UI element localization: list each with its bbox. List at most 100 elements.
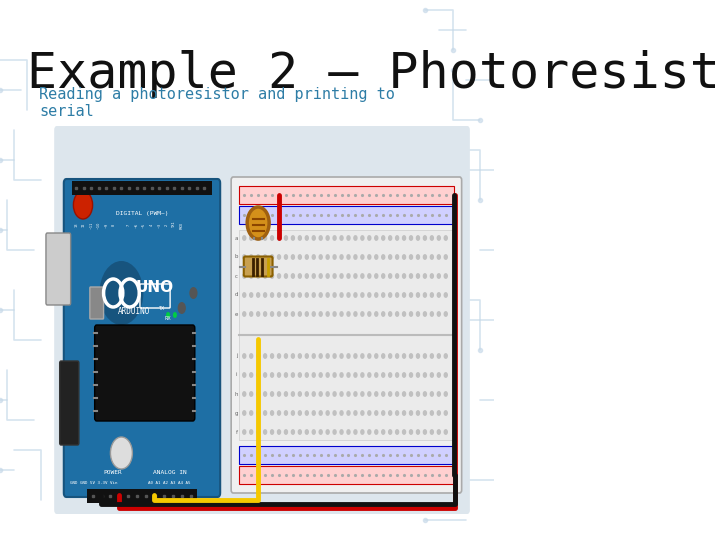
Circle shape xyxy=(326,274,329,278)
Circle shape xyxy=(277,373,281,377)
Circle shape xyxy=(354,255,357,259)
Circle shape xyxy=(271,293,274,297)
Circle shape xyxy=(431,411,433,415)
Circle shape xyxy=(312,312,315,316)
Circle shape xyxy=(256,373,260,377)
Circle shape xyxy=(333,236,336,240)
Circle shape xyxy=(347,354,350,358)
Bar xyxy=(239,446,454,464)
Text: b: b xyxy=(235,254,238,260)
Circle shape xyxy=(312,430,315,434)
Circle shape xyxy=(444,293,447,297)
Circle shape xyxy=(292,430,294,434)
Circle shape xyxy=(305,392,308,396)
Circle shape xyxy=(416,312,420,316)
Circle shape xyxy=(395,354,399,358)
Circle shape xyxy=(361,354,364,358)
Text: ARDUINO: ARDUINO xyxy=(117,307,150,315)
Circle shape xyxy=(382,373,384,377)
Circle shape xyxy=(340,274,343,278)
Circle shape xyxy=(375,354,378,358)
Circle shape xyxy=(416,236,420,240)
Text: a: a xyxy=(235,235,238,240)
Circle shape xyxy=(178,302,186,314)
Text: h: h xyxy=(235,392,238,396)
Circle shape xyxy=(437,411,441,415)
Circle shape xyxy=(292,274,294,278)
Circle shape xyxy=(431,274,433,278)
Circle shape xyxy=(416,255,420,259)
Circle shape xyxy=(110,437,132,469)
Circle shape xyxy=(312,274,315,278)
Circle shape xyxy=(361,236,364,240)
Circle shape xyxy=(340,354,343,358)
Circle shape xyxy=(382,354,384,358)
Circle shape xyxy=(243,430,246,434)
Circle shape xyxy=(340,430,343,434)
Circle shape xyxy=(389,312,392,316)
Text: j: j xyxy=(236,354,238,359)
Text: A0 A1 A2 A3 A4 A5: A0 A1 A2 A3 A4 A5 xyxy=(148,481,191,485)
Circle shape xyxy=(368,293,371,297)
Circle shape xyxy=(305,274,308,278)
Circle shape xyxy=(243,392,246,396)
Circle shape xyxy=(312,373,315,377)
Circle shape xyxy=(326,430,329,434)
Circle shape xyxy=(284,255,287,259)
Text: ANALOG IN: ANALOG IN xyxy=(153,470,186,476)
Circle shape xyxy=(347,293,350,297)
Bar xyxy=(72,181,212,195)
Text: ~5: ~5 xyxy=(142,222,146,227)
Circle shape xyxy=(416,373,420,377)
Circle shape xyxy=(298,274,302,278)
Circle shape xyxy=(319,293,323,297)
Circle shape xyxy=(389,392,392,396)
Circle shape xyxy=(354,293,357,297)
Circle shape xyxy=(423,255,426,259)
Circle shape xyxy=(361,255,364,259)
Text: 8: 8 xyxy=(112,224,116,226)
Text: 12: 12 xyxy=(81,222,86,227)
Circle shape xyxy=(319,274,323,278)
Circle shape xyxy=(298,430,302,434)
FancyBboxPatch shape xyxy=(64,179,220,497)
Circle shape xyxy=(423,411,426,415)
Text: TX: TX xyxy=(158,306,164,311)
Circle shape xyxy=(402,274,405,278)
Circle shape xyxy=(305,430,308,434)
Circle shape xyxy=(298,373,302,377)
Circle shape xyxy=(410,430,413,434)
Circle shape xyxy=(368,430,371,434)
Circle shape xyxy=(250,236,253,240)
Circle shape xyxy=(319,373,323,377)
Circle shape xyxy=(326,312,329,316)
Circle shape xyxy=(347,430,350,434)
Circle shape xyxy=(402,293,405,297)
Circle shape xyxy=(395,373,399,377)
Circle shape xyxy=(402,430,405,434)
Circle shape xyxy=(277,274,281,278)
Circle shape xyxy=(319,392,323,396)
Circle shape xyxy=(437,255,441,259)
Circle shape xyxy=(312,354,315,358)
Circle shape xyxy=(423,430,426,434)
Circle shape xyxy=(431,354,433,358)
Circle shape xyxy=(284,411,287,415)
Circle shape xyxy=(256,312,260,316)
Circle shape xyxy=(444,373,447,377)
Circle shape xyxy=(444,411,447,415)
Circle shape xyxy=(292,354,294,358)
Circle shape xyxy=(340,373,343,377)
Circle shape xyxy=(271,430,274,434)
Circle shape xyxy=(444,255,447,259)
Circle shape xyxy=(298,392,302,396)
Circle shape xyxy=(340,293,343,297)
Circle shape xyxy=(354,312,357,316)
Circle shape xyxy=(250,430,253,434)
Circle shape xyxy=(375,293,378,297)
Circle shape xyxy=(305,411,308,415)
Circle shape xyxy=(333,411,336,415)
Text: RX: RX xyxy=(165,316,171,321)
Circle shape xyxy=(347,312,350,316)
Circle shape xyxy=(389,373,392,377)
